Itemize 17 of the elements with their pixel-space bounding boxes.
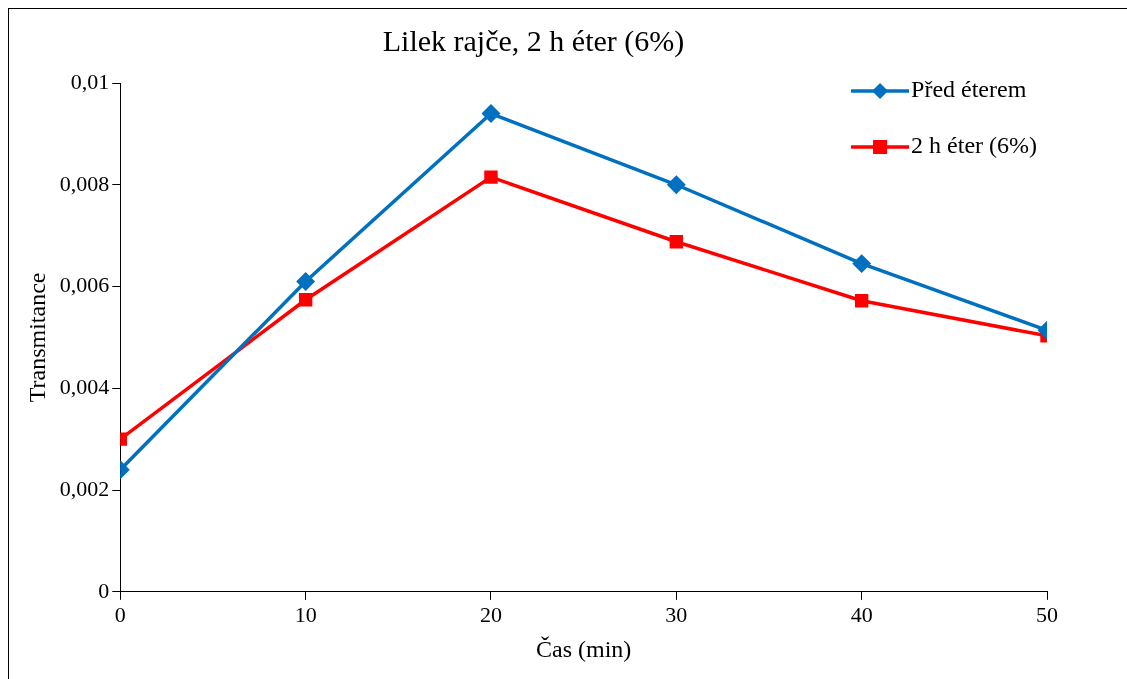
y-tick-label: 0,01	[70, 68, 110, 94]
y-tick-label: 0,008	[59, 170, 110, 196]
y-tick-label: 0	[98, 577, 110, 603]
x-tick-label: 10	[294, 601, 317, 627]
x-tick-label: 50	[1036, 601, 1058, 627]
y-axis-title: Transmitance	[23, 272, 50, 403]
legend-label: 2 h éter (6%)	[911, 132, 1038, 159]
y-tick-label: 0,002	[59, 475, 110, 501]
y-tick-label: 0,004	[59, 374, 110, 400]
x-tick-label: 30	[665, 601, 688, 627]
y-tick-label: 0,006	[59, 272, 110, 298]
x-axis-title: Čas (min)	[535, 635, 632, 662]
chart-title: Lilek rajče, 2 h éter (6%)	[382, 23, 685, 58]
legend-label: Před éterem	[911, 76, 1027, 103]
x-tick-label: 0	[114, 601, 126, 627]
x-tick-label: 40	[850, 601, 873, 627]
x-tick-label: 20	[479, 601, 502, 627]
